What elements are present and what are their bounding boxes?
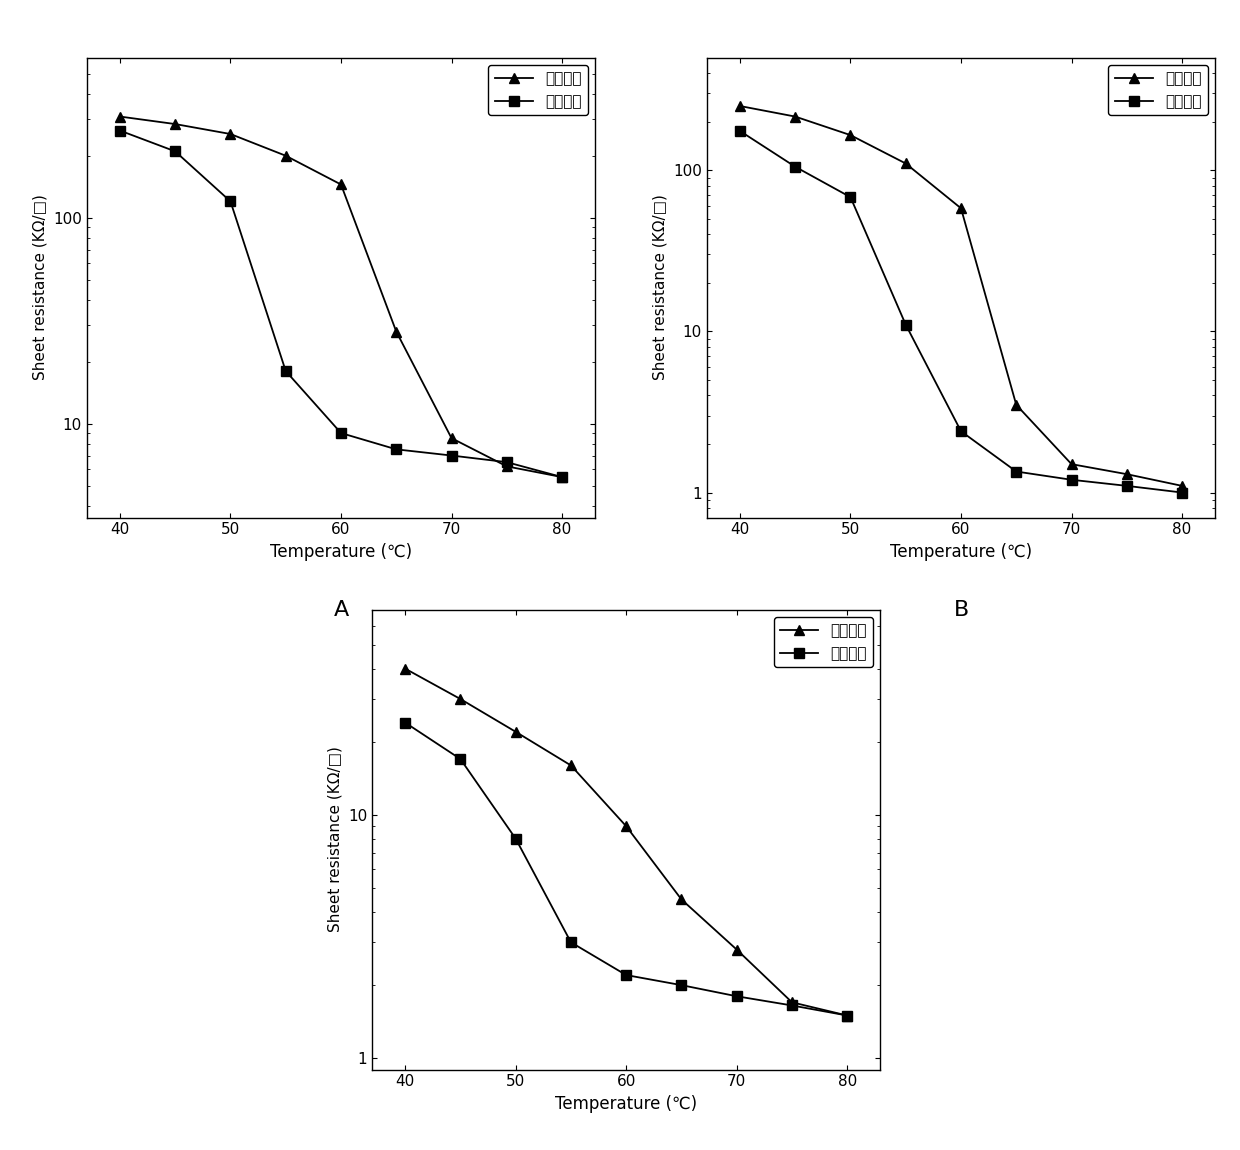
- 降温曲线: [733, 124, 748, 138]
- Y-axis label: Sheet resistance (KΩ/□): Sheet resistance (KΩ/□): [652, 194, 667, 381]
- 升温曲线: [167, 117, 182, 131]
- Line: 升温曲线: 升温曲线: [115, 112, 567, 482]
- 降温曲线: [389, 443, 404, 457]
- Y-axis label: Sheet resistance (KΩ/□): Sheet resistance (KΩ/□): [32, 194, 47, 381]
- 降温曲线: [729, 989, 744, 1003]
- 降温曲线: [398, 715, 413, 729]
- 降温曲线: [334, 427, 348, 440]
- X-axis label: Temperature (℃): Temperature (℃): [556, 1095, 697, 1113]
- Line: 降温曲线: 降温曲线: [115, 125, 567, 482]
- 降温曲线: [1009, 465, 1024, 478]
- 升温曲线: [787, 109, 802, 123]
- 降温曲线: [113, 124, 128, 138]
- X-axis label: Temperature (℃): Temperature (℃): [890, 543, 1032, 561]
- 升温曲线: [1174, 478, 1189, 492]
- 降温曲线: [563, 935, 578, 949]
- 升温曲线: [113, 109, 128, 123]
- 升温曲线: [954, 201, 968, 215]
- Legend: 升温曲线, 降温曲线: 升温曲线, 降温曲线: [1109, 66, 1208, 115]
- 降温曲线: [619, 968, 634, 982]
- 降温曲线: [500, 455, 515, 469]
- 升温曲线: [508, 724, 523, 738]
- 升温曲线: [554, 470, 569, 484]
- Line: 升温曲线: 升温曲线: [735, 101, 1187, 491]
- 降温曲线: [1174, 485, 1189, 499]
- 降温曲线: [1064, 473, 1079, 486]
- 降温曲线: [843, 190, 858, 204]
- 降温曲线: [675, 979, 689, 992]
- 升温曲线: [453, 692, 467, 706]
- 升温曲线: [675, 892, 689, 906]
- Y-axis label: Sheet resistance (KΩ/□): Sheet resistance (KΩ/□): [327, 746, 342, 933]
- 升温曲线: [389, 324, 404, 338]
- 升温曲线: [278, 148, 293, 162]
- X-axis label: Temperature (℃): Temperature (℃): [270, 543, 412, 561]
- 降温曲线: [223, 194, 238, 208]
- 升温曲线: [563, 759, 578, 773]
- 降温曲线: [787, 160, 802, 174]
- Line: 升温曲线: 升温曲线: [401, 664, 852, 1020]
- 升温曲线: [843, 128, 858, 141]
- 降温曲线: [1120, 478, 1135, 492]
- 升温曲线: [733, 99, 748, 113]
- Line: 降温曲线: 降温曲线: [401, 718, 852, 1020]
- 升温曲线: [898, 156, 913, 170]
- 升温曲线: [839, 1009, 854, 1022]
- 降温曲线: [954, 424, 968, 438]
- 降温曲线: [278, 365, 293, 378]
- 升温曲线: [785, 996, 800, 1010]
- Legend: 升温曲线, 降温曲线: 升温曲线, 降温曲线: [489, 66, 588, 115]
- Text: A: A: [334, 600, 348, 620]
- 降温曲线: [785, 998, 800, 1012]
- 降温曲线: [898, 317, 913, 331]
- Legend: 升温曲线, 降温曲线: 升温曲线, 降温曲线: [774, 618, 873, 667]
- Line: 降温曲线: 降温曲线: [735, 126, 1187, 498]
- 升温曲线: [619, 819, 634, 833]
- 升温曲线: [444, 431, 459, 445]
- Text: B: B: [954, 600, 968, 620]
- 降温曲线: [444, 448, 459, 462]
- 降温曲线: [508, 831, 523, 845]
- 降温曲线: [167, 145, 182, 159]
- 升温曲线: [398, 661, 413, 675]
- 升温曲线: [1064, 458, 1079, 472]
- 降温曲线: [453, 752, 467, 766]
- 升温曲线: [223, 128, 238, 141]
- 升温曲线: [500, 460, 515, 474]
- 升温曲线: [729, 943, 744, 957]
- 升温曲线: [1120, 467, 1135, 481]
- 降温曲线: [554, 470, 569, 484]
- 降温曲线: [839, 1009, 854, 1022]
- 升温曲线: [1009, 398, 1024, 412]
- 升温曲线: [334, 177, 348, 191]
